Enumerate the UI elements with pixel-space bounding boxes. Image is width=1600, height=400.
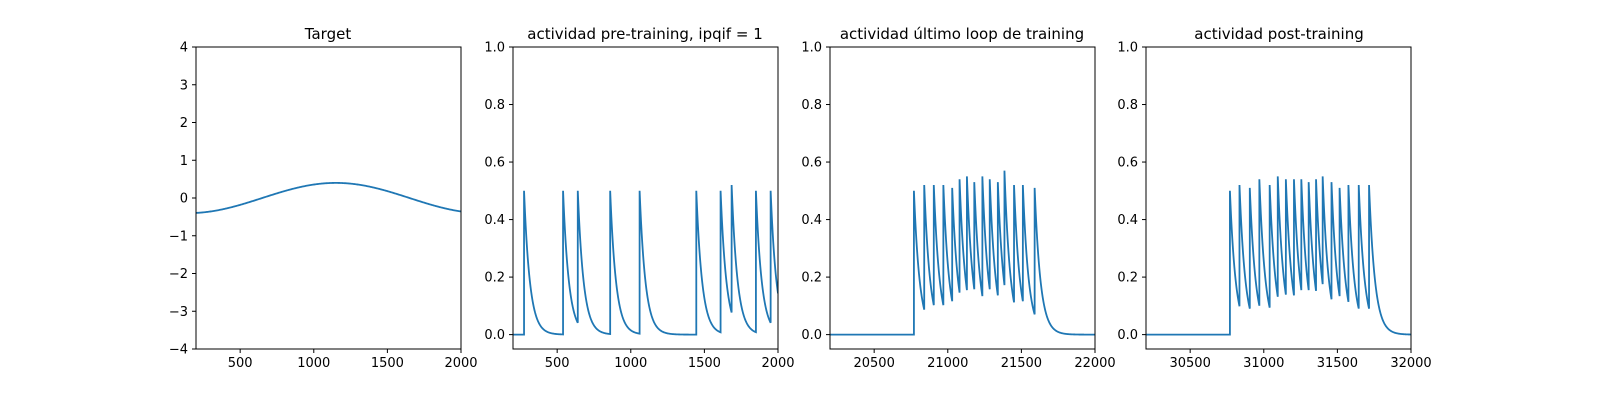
y-tick-label: 0.2 (801, 271, 822, 286)
axes-frame (1145, 46, 1412, 350)
y-tick-label: 4 (180, 41, 188, 56)
y-tick-label: 3 (180, 78, 188, 93)
subplot-4-title: actividad post-training (1194, 25, 1363, 43)
y-tick-label: 1.0 (1117, 41, 1138, 56)
y-tick-label: 0.6 (801, 156, 822, 171)
y-tick-label: 0 (180, 192, 188, 207)
y-tick-label: 0.6 (484, 156, 505, 171)
x-tick-label: 31000 (1243, 356, 1284, 371)
y-tick-label: −1 (169, 229, 188, 244)
subplot-1-title: Target (304, 25, 352, 43)
subplot-1: Target 500 1000 1500 2000 −4 −3 −2 −1 0 1 2 3 4 (169, 25, 478, 371)
subplot-4: actividad post-training 30500 31000 31500 3… (1117, 25, 1431, 371)
axes-frame (829, 46, 1096, 350)
y-tick-label: 0.4 (801, 213, 822, 228)
x-tick-label: 500 (545, 356, 570, 371)
x-tick-label: 2000 (761, 356, 794, 371)
y-tick-label: 0.4 (1117, 213, 1138, 228)
y-tick-label: −3 (169, 305, 188, 320)
series-line (513, 185, 778, 336)
subplot-2-title: actividad pre-training, ipqif = 1 (527, 25, 763, 43)
y-tick-label: 0.8 (801, 98, 822, 113)
x-tick-label: 20500 (853, 356, 894, 371)
y-tick-label: 1 (180, 154, 188, 169)
x-tick-label: 32000 (1390, 356, 1431, 371)
x-tick-label: 1500 (371, 356, 404, 371)
y-tick-label: 0.8 (484, 98, 505, 113)
subplot-2: actividad pre-training, ipqif = 1 500 100… (484, 25, 794, 371)
series-line (830, 170, 1095, 336)
y-tick-label: 2 (180, 116, 188, 131)
y-tick-label: 1.0 (801, 41, 822, 56)
x-tick-label: 21000 (927, 356, 968, 371)
x-tick-label: 2000 (444, 356, 477, 371)
x-tick-label: 1000 (297, 356, 330, 371)
x-tick-label: 21500 (1001, 356, 1042, 371)
y-tick-label: 0.2 (1117, 271, 1138, 286)
y-tick-label: 0.6 (1117, 156, 1138, 171)
x-tick-label: 31500 (1317, 356, 1358, 371)
x-tick-label: 500 (228, 356, 253, 371)
series-line (1146, 176, 1411, 336)
y-tick-label: 0.0 (484, 328, 505, 343)
y-tick-label: −4 (169, 343, 188, 358)
y-tick-label: 1.0 (484, 41, 505, 56)
y-tick-label: 0.8 (1117, 98, 1138, 113)
series-line (196, 182, 461, 214)
x-tick-label: 1500 (688, 356, 721, 371)
x-tick-label: 22000 (1074, 356, 1115, 371)
x-tick-label: 30500 (1169, 356, 1210, 371)
subplot-3: actividad último loop de training 20500 2… (801, 25, 1115, 371)
y-tick-label: 0.0 (801, 328, 822, 343)
y-tick-label: 0.4 (484, 213, 505, 228)
x-tick-label: 1000 (614, 356, 647, 371)
y-tick-label: −2 (169, 267, 188, 282)
y-tick-label: 0.0 (1117, 328, 1138, 343)
subplot-3-title: actividad último loop de training (840, 25, 1084, 43)
axes-frame (512, 46, 779, 350)
y-tick-label: 0.2 (484, 271, 505, 286)
